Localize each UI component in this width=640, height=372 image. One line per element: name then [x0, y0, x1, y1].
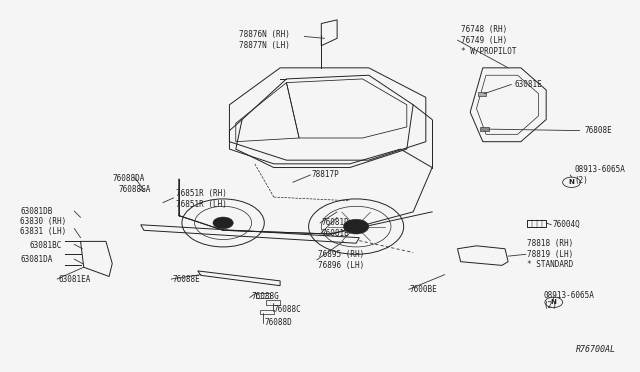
- Text: 63830 (RH)
63831 (LH): 63830 (RH) 63831 (LH): [20, 217, 67, 236]
- Circle shape: [213, 217, 233, 229]
- Text: 76088DA: 76088DA: [112, 174, 145, 183]
- Text: 76088C: 76088C: [274, 305, 301, 314]
- Bar: [260, 310, 274, 314]
- Circle shape: [344, 219, 369, 234]
- Text: 76088G: 76088G: [252, 292, 279, 301]
- Text: R76700AL: R76700AL: [576, 345, 616, 354]
- Text: 08913-6065A
(2): 08913-6065A (2): [575, 165, 625, 185]
- Text: 76748 (RH)
76749 (LH)
* W/PROPILOT: 76748 (RH) 76749 (LH) * W/PROPILOT: [461, 25, 516, 55]
- Bar: [527, 220, 546, 227]
- Text: 63081DB: 63081DB: [20, 207, 52, 217]
- Text: 08913-6065A
(2): 08913-6065A (2): [543, 291, 594, 310]
- Text: 76895 (RH)
76896 (LH): 76895 (RH) 76896 (LH): [318, 250, 364, 270]
- Text: 78817P: 78817P: [312, 170, 340, 179]
- Bar: [256, 293, 270, 298]
- Bar: [266, 301, 280, 305]
- Text: 76088E: 76088E: [172, 275, 200, 283]
- Text: 63081EA: 63081EA: [58, 275, 91, 283]
- Text: N: N: [568, 179, 575, 185]
- Text: 76081B: 76081B: [321, 230, 349, 238]
- Text: 63081BC: 63081BC: [30, 241, 62, 250]
- Bar: [480, 127, 488, 131]
- Bar: [478, 92, 486, 96]
- Text: N: N: [551, 299, 557, 305]
- Text: 76004Q: 76004Q: [552, 220, 580, 229]
- Text: 78818 (RH)
78819 (LH)
* STANDARD: 78818 (RH) 78819 (LH) * STANDARD: [527, 240, 573, 269]
- Text: 76088D: 76088D: [264, 318, 292, 327]
- Text: 63081DA: 63081DA: [20, 255, 52, 264]
- Text: 76808E: 76808E: [584, 126, 612, 135]
- Text: 78876N (RH)
78877N (LH): 78876N (RH) 78877N (LH): [239, 31, 290, 50]
- Text: 63081E: 63081E: [515, 80, 542, 89]
- Text: 76081D: 76081D: [321, 218, 349, 227]
- Text: 76851R (RH)
76851R (LH): 76851R (RH) 76851R (LH): [175, 189, 227, 209]
- Text: 7600BE: 7600BE: [410, 285, 438, 294]
- Text: 76088GA: 76088GA: [118, 185, 151, 194]
